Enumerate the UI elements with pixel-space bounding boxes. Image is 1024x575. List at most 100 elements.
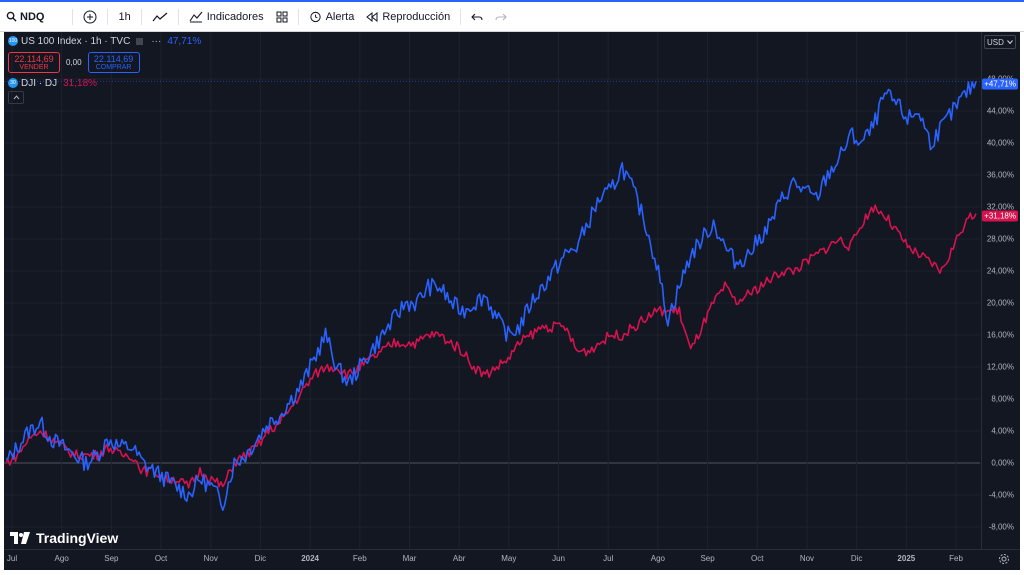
redo-icon (495, 13, 507, 20)
replay-label: Reproducción (382, 10, 451, 23)
chart-plot[interactable] (4, 32, 1020, 570)
dji-last-value-tag: +31,18% (982, 210, 1018, 222)
toolbar-divider (177, 8, 179, 25)
y-tick-label: -8,00% (988, 522, 1014, 532)
line-chart-icon (152, 12, 168, 21)
y-tick-label: 20,00% (986, 298, 1014, 308)
sell-price: 22.114,69 (14, 53, 54, 64)
toolbar-divider (297, 8, 299, 25)
trade-buttons: 22.114,69 VENDER 0,00 22.114,69 COMPRAR (8, 49, 201, 75)
rewind-icon (366, 11, 378, 22)
toolbar-divider (140, 8, 142, 25)
main-pct-label: 47,71% (167, 35, 202, 47)
x-tick-label: Mar (402, 554, 417, 563)
y-tick-label: 16,00% (986, 330, 1014, 340)
interval-button[interactable]: 1h (112, 2, 136, 31)
toolbar-divider (107, 8, 109, 25)
currency-label: USD (987, 37, 1004, 47)
brand-label: TradingView (36, 530, 119, 546)
top-accent-line (0, 0, 1024, 2)
x-tick-label: May (501, 554, 517, 563)
collapse-legend-button[interactable] (8, 91, 24, 104)
price-scale[interactable]: USD 48,00%44,00%40,00%36,00%32,00%28,00%… (981, 32, 1020, 550)
x-tick-label: Dic (850, 554, 863, 563)
x-tick-label: Abr (452, 554, 466, 563)
y-tick-label: 0,00% (991, 458, 1014, 468)
x-tick-label: 2025 (897, 554, 916, 563)
buy-button[interactable]: 22.114,69 COMPRAR (87, 51, 140, 73)
main-symbol-label: US 100 Index · 1h · TVC (21, 35, 131, 47)
dji-series-line[interactable] (5, 204, 977, 489)
toolbar-divider (460, 8, 462, 25)
x-tick-label: Jun (552, 554, 565, 563)
buy-price: 22.114,69 (93, 53, 134, 64)
sell-label: VENDER (19, 63, 49, 71)
chart-pane[interactable]: 100 US 100 Index · 1h · TVC ··· 47,71% 2… (4, 32, 1020, 570)
x-tick-label: Oct (154, 554, 168, 563)
x-tick-label: Dic (254, 554, 267, 563)
y-tick-label: 32,00% (986, 202, 1014, 212)
top-toolbar: NDQ 1h Indicadores Alerta Reproducción (0, 2, 1024, 32)
grid-icon (276, 11, 288, 22)
y-tick-label: 4,00% (991, 426, 1014, 436)
x-tick-label: Oct (751, 554, 764, 563)
more-options-icon[interactable]: ··· (151, 35, 162, 47)
x-tick-label: Ago (650, 554, 666, 563)
y-tick-label: 8,00% (991, 394, 1014, 404)
currency-selector[interactable]: USD (984, 35, 1016, 49)
ndq-series-line[interactable] (6, 81, 977, 512)
symbol-search[interactable]: NDQ (0, 2, 50, 31)
time-axis[interactable]: Jul Ago Sep Oct Nov Dic 2024 Feb Mar Abr May Jun Jul… (4, 549, 1020, 570)
main-series-row[interactable]: 100 US 100 Index · 1h · TVC ··· 47,71% (8, 34, 201, 48)
indicators-button[interactable]: Indicadores (183, 2, 270, 31)
settings-icon[interactable] (998, 553, 1010, 565)
x-tick-label: Nov (799, 554, 815, 563)
chevron-up-icon (13, 95, 19, 100)
y-tick-label: -4,00% (988, 490, 1014, 500)
ndq-logo-icon: 100 (8, 36, 18, 46)
flag-icon (136, 37, 144, 45)
y-tick-label: 36,00% (986, 170, 1014, 180)
indicators-icon (189, 11, 203, 22)
alert-label: Alerta (325, 10, 355, 23)
dji-logo-icon: 30 (8, 78, 18, 88)
x-tick-label: Jul (6, 554, 18, 563)
y-tick-label: 40,00% (986, 138, 1014, 148)
alert-button[interactable]: Alerta (303, 2, 361, 31)
y-tick-label: 24,00% (986, 266, 1014, 276)
replay-button[interactable]: Reproducción (360, 2, 456, 31)
compare-series-row[interactable]: 30 DJI · DJ 31,18% (8, 76, 201, 90)
tradingview-icon (10, 532, 30, 544)
undo-button[interactable] (465, 2, 489, 31)
x-tick-label: 2024 (301, 554, 319, 563)
layouts-button[interactable] (270, 2, 294, 31)
sell-button[interactable]: 22.114,69 VENDER (8, 51, 60, 73)
redo-button[interactable] (489, 2, 513, 31)
y-tick-label: 12,00% (986, 362, 1014, 372)
x-tick-label: Feb (352, 554, 367, 563)
x-tick-label: Feb (949, 554, 963, 563)
compare-pct-label: 31,18% (63, 77, 98, 89)
x-tick-label: Jul (603, 554, 614, 563)
buy-label: COMPRAR (95, 63, 132, 71)
y-tick-label: 28,00% (986, 234, 1014, 244)
chart-type-button[interactable] (146, 2, 174, 31)
x-tick-label: Sep (700, 554, 715, 563)
chart-legend: 100 US 100 Index · 1h · TVC ··· 47,71% 2… (8, 34, 201, 104)
x-tick-label: Nov (203, 554, 218, 563)
alarm-clock-icon (309, 11, 321, 23)
plus-circle-icon (83, 10, 97, 23)
x-tick-label: Sep (104, 554, 119, 563)
indicators-label: Indicadores (206, 10, 264, 23)
interval-label: 1h (118, 10, 131, 23)
symbol-label: NDQ (20, 10, 45, 23)
x-tick-label: Ago (54, 554, 69, 563)
spread-value: 0,00 (66, 57, 82, 67)
y-tick-label: 44,00% (986, 106, 1014, 116)
ndq-last-value-tag: +47,71% (982, 78, 1018, 90)
compare-symbol-button[interactable] (77, 2, 103, 31)
undo-icon (471, 13, 483, 20)
search-icon (6, 11, 17, 22)
compare-symbol-label: DJI · DJ (21, 77, 58, 89)
toolbar-divider (72, 8, 74, 25)
